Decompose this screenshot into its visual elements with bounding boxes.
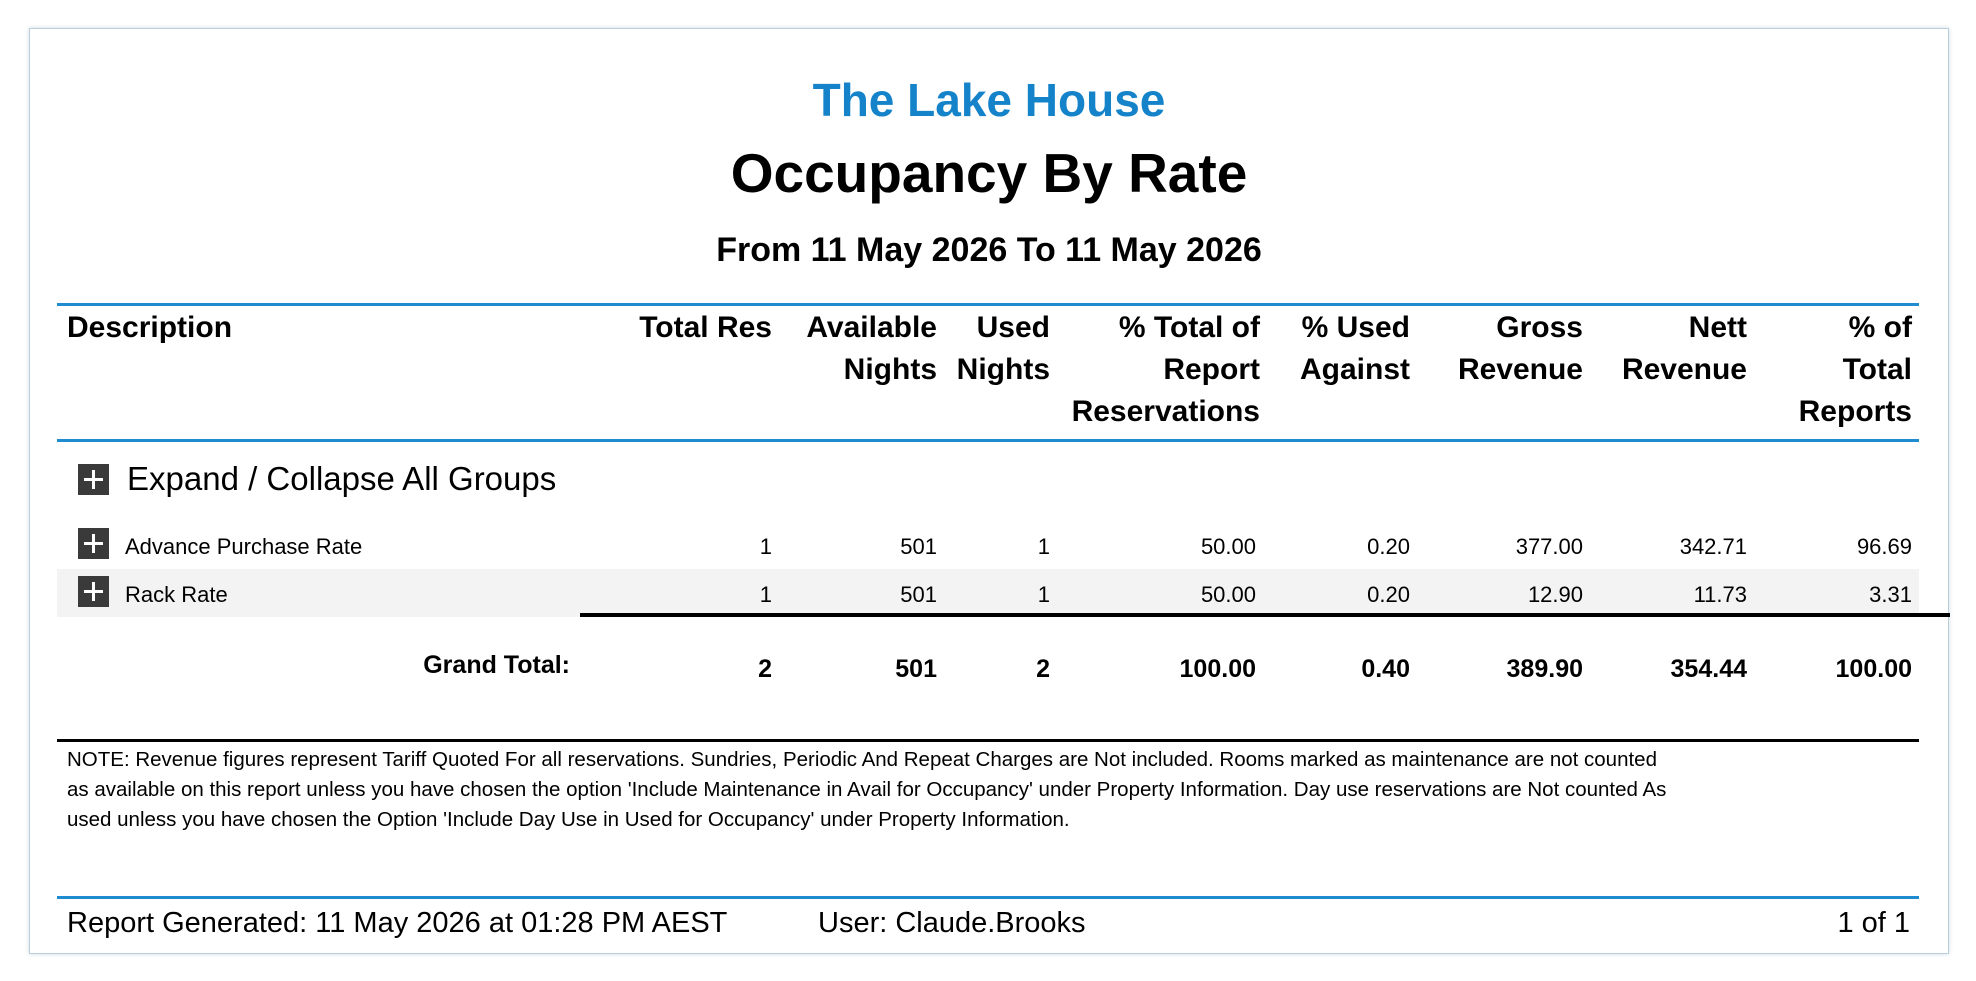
report-user-text: User: Claude.Brooks [818,907,1086,939]
plus-icon[interactable] [78,463,109,495]
table-row: Advance Purchase Rate 1 501 1 50.00 0.20… [57,521,1919,569]
row-pct-total-reservations: 50.00 [1200,582,1256,607]
col-header-gross-revenue: Gross Revenue [1457,311,1583,386]
grand-total-nett-revenue: 354.44 [1670,655,1747,683]
row-nett-revenue: 11.73 [1693,582,1747,607]
col-header-description: Description [67,311,233,344]
col-header-used-nights: Used Nights [956,311,1050,386]
expand-group-plus-icon[interactable] [78,576,109,607]
grand-total-gross-revenue: 389.90 [1506,655,1583,683]
page-number: 1 of 1 [1837,907,1910,939]
row-gross-revenue: 377.00 [1515,534,1583,559]
table-row: Rack Rate 1 501 1 50.00 0.20 12.90 11.73… [57,569,1919,617]
note-line: as available on this report unless you h… [67,778,1667,801]
report-generated-text: Report Generated: 11 May 2026 at 01:28 P… [67,907,728,939]
note-line: used unless you have chosen the Option '… [67,808,1070,831]
row-nett-revenue: 342.71 [1679,534,1747,559]
row-used-nights: 1 [1037,582,1050,607]
grand-total-pct-total-reservations: 100.00 [1179,655,1256,683]
col-header-available-nights: Available Nights [806,311,937,386]
row-pct-used-against: 0.20 [1367,534,1410,559]
col-header-pct-used-against: % Used Against [1299,311,1410,386]
footer-rule [57,896,1919,899]
report-note: NOTE: Revenue figures represent Tariff Q… [67,745,1917,835]
row-gross-revenue: 12.90 [1527,582,1583,607]
row-available-nights: 501 [900,534,937,559]
report-title: Occupancy By Rate [730,142,1248,204]
col-header-pct-total-reservations: % Total of Report Reservations [1071,311,1260,428]
row-available-nights: 501 [900,582,937,607]
property-name: The Lake House [812,74,1166,126]
expand-group-plus-icon[interactable] [78,528,109,559]
grand-total-label: Grand Total: [423,651,570,679]
col-header-total-res: Total Res [639,311,772,344]
row-total-res: 1 [759,534,772,559]
row-total-res: 1 [759,582,772,607]
grand-total-available-nights: 501 [895,655,937,683]
grand-total-pct-total-reports: 100.00 [1835,655,1912,683]
header-bottom-rule [57,439,1919,442]
grand-total-total-res: 2 [758,655,772,683]
row-pct-total-reports: 3.31 [1869,582,1912,607]
row-pct-total-reports: 96.69 [1856,534,1912,559]
grand-total-pct-used-against: 0.40 [1361,655,1410,683]
row-used-nights: 1 [1037,534,1050,559]
report-date-range: From 11 May 2026 To 11 May 2026 [716,231,1262,269]
row-pct-used-against: 0.20 [1367,582,1410,607]
row-description: Advance Purchase Rate [125,534,363,559]
row-description: Rack Rate [125,582,228,607]
grand-total-rule [580,613,1950,617]
note-top-rule [57,739,1919,742]
grand-total-used-nights: 2 [1036,655,1050,683]
row-pct-total-reservations: 50.00 [1200,534,1256,559]
header-top-rule [57,303,1919,306]
note-line: NOTE: Revenue figures represent Tariff Q… [67,748,1657,771]
expand-collapse-all-toggle[interactable]: Expand / Collapse All Groups [78,459,556,499]
report-page: The Lake House Occupancy By Rate From 11… [29,28,1950,954]
col-header-pct-total-reports: % of Total Reports [1798,311,1912,428]
col-header-nett-revenue: Nett Revenue [1621,311,1747,386]
expand-collapse-all-label: Expand / Collapse All Groups [127,460,557,497]
